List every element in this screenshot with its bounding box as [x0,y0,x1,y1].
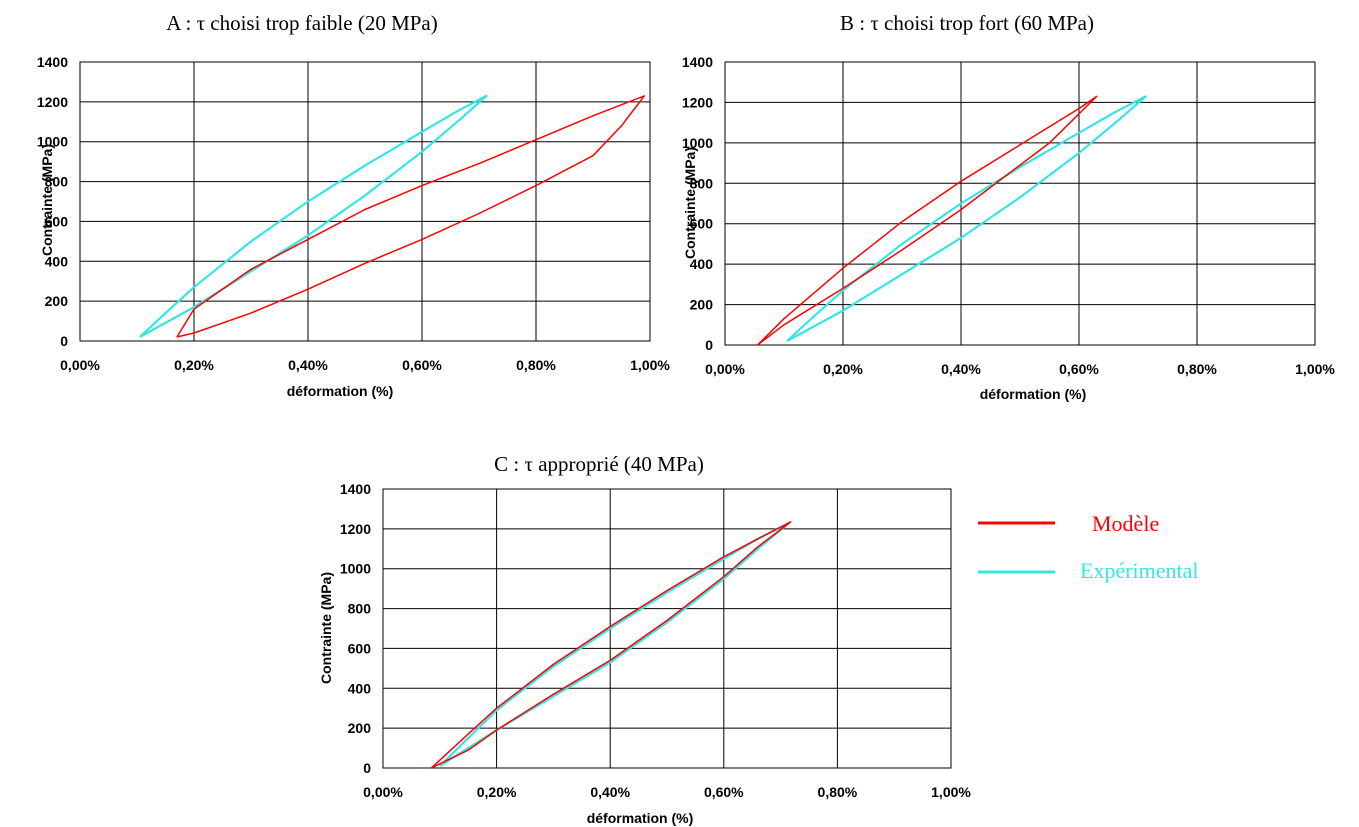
chart-a-xtick-label: 0,20% [174,357,214,373]
legend: Modèle Expérimental [978,511,1199,583]
chart-a-series-model [176,95,646,338]
chart-b-plot-area: 0 200 400 600 800 1000 1200 1400 0,00% 0,20% 0,40%… [682,54,1336,377]
chart-c-ytick-label: 1200 [340,521,371,537]
chart-b-xlabel: déformation (%) [980,386,1087,402]
chart-c-xlabel: déformation (%) [587,810,694,826]
legend-label-model: Modèle [1092,511,1159,536]
chart-a-series-experimental [139,94,488,338]
chart-b-ytick-label: 0 [705,337,713,353]
chart-c-ytick-label: 200 [348,720,372,736]
chart-a-ytick-label: 1000 [37,134,68,150]
chart-c-xtick-label: 0,20% [477,784,517,800]
chart-c-title: C : τ approprié (40 MPa) [494,452,704,476]
chart-c-ytick-label: 600 [348,640,372,656]
chart-c-xtick-label: 0,80% [818,784,858,800]
chart-a-ytick-label: 1200 [37,94,68,110]
chart-b-ytick-label: 400 [690,256,714,272]
chart-c-ytick-label: 400 [348,680,372,696]
chart-a-xtick-label: 1,00% [630,357,670,373]
chart-c-ytick-label: 800 [348,601,372,617]
chart-b-ytick-label: 1400 [682,54,713,70]
chart-a-xtick-label: 0,00% [60,357,100,373]
chart-b-ytick-label: 1200 [682,94,713,110]
chart-a-ytick-label: 800 [45,174,69,190]
chart-c-plot-area: 0 200 400 600 800 1000 1200 1400 0,00% 0,20% 0,40%… [340,481,972,800]
chart-a-ytick-label: 0 [60,333,68,349]
chart-b-ytick-label: 200 [690,297,714,313]
chart-c-xtick-label: 0,60% [704,784,744,800]
chart-b-ytick-label: 600 [690,216,714,232]
chart-c-ylabel: Contrainte (MPa) [318,572,334,684]
chart-b-xtick-label: 0,60% [1059,361,1099,377]
chart-a-ytick-label: 400 [45,253,69,269]
legend-label-experimental: Expérimental [1080,558,1199,583]
chart-b-series-model [756,95,1098,346]
chart-c-ytick-label: 1000 [340,561,371,577]
chart-a-xtick-label: 0,80% [516,357,556,373]
chart-c: C : τ approprié (40 MPa) 0 200 400 600 800 10… [318,452,971,826]
chart-c-ytick-label: 1400 [340,481,371,497]
chart-b-frame [724,61,1316,346]
chart-b: B : τ choisi trop fort (60 MPa) 0 200 400 6… [682,11,1336,402]
chart-a: A : τ choisi trop faible (20 MPa) 0 200 40… [37,11,671,399]
chart-b-title: B : τ choisi trop fort (60 MPa) [840,11,1094,35]
chart-b-xtick-label: 0,20% [823,361,863,377]
chart-c-ytick-label: 0 [363,760,371,776]
chart-b-ytick-label: 1000 [682,135,713,151]
chart-b-xtick-label: 1,00% [1295,361,1335,377]
chart-c-xtick-label: 0,00% [363,784,403,800]
chart-a-xtick-label: 0,60% [402,357,442,373]
chart-b-series-experimental [786,95,1147,342]
chart-a-xlabel: déformation (%) [287,383,394,399]
chart-c-xtick-label: 1,00% [931,784,971,800]
chart-a-ylabel: Contrainte (MPa) [39,144,55,256]
chart-a-xtick-label: 0,40% [288,357,328,373]
chart-b-ytick-label: 800 [690,175,714,191]
chart-a-ytick-label: 1400 [37,54,68,70]
chart-b-xtick-label: 0,80% [1177,361,1217,377]
chart-c-xtick-label: 0,40% [590,784,630,800]
chart-b-xtick-label: 0,40% [941,361,981,377]
chart-c-frame [382,488,952,769]
chart-b-ylabel: Contrainte (MPa) [682,147,698,259]
chart-a-ytick-label: 600 [45,213,69,229]
chart-c-series-model [430,521,792,769]
chart-a-ytick-label: 200 [45,293,69,309]
chart-b-xtick-label: 0,00% [705,361,745,377]
chart-a-plot-area: 0 200 400 600 800 1000 1200 1400 0,00% 0,20% 0,40%… [37,54,671,373]
chart-a-frame [79,61,651,342]
chart-a-title: A : τ choisi trop faible (20 MPa) [166,11,437,35]
